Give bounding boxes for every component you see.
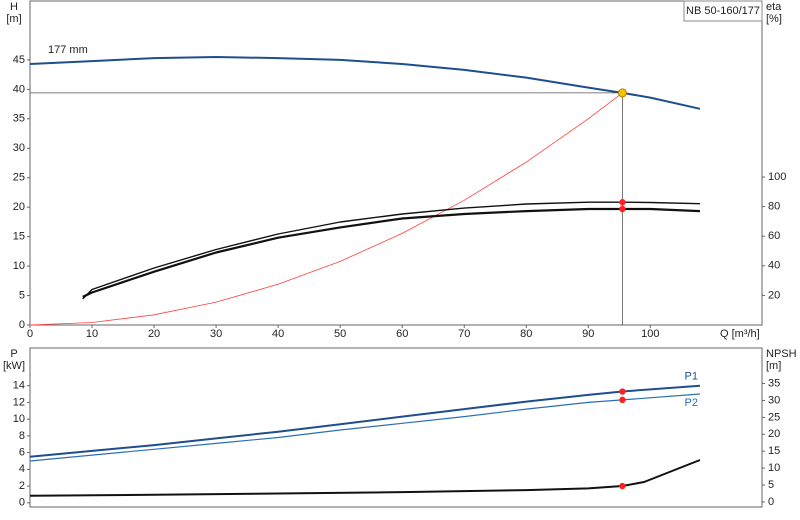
y-tick-label: 12 xyxy=(13,396,25,408)
y2-tick-label: 40 xyxy=(768,260,780,272)
y2-tick-label: 80 xyxy=(768,201,780,213)
y-tick-label: 40 xyxy=(13,83,25,95)
series-line xyxy=(29,384,701,458)
operating-point xyxy=(619,388,626,395)
y2-tick-label: 25 xyxy=(768,411,780,423)
chart-title: NB 50-160/177 xyxy=(686,5,760,17)
y2-tick-label: 20 xyxy=(768,428,780,440)
y-tick-label: 10 xyxy=(13,413,25,425)
x-tick-label: 90 xyxy=(582,328,594,340)
y-axis-label: H xyxy=(10,1,18,13)
plot-frame xyxy=(29,347,763,508)
x-tick-label: 80 xyxy=(520,328,532,340)
y2-axis-label: eta xyxy=(766,1,782,13)
y2-tick-label: 10 xyxy=(768,462,780,474)
y2-tick-label: 15 xyxy=(768,445,780,457)
x-tick-label: 50 xyxy=(334,328,346,340)
x-tick-label: 10 xyxy=(86,328,98,340)
x-tick-label: 60 xyxy=(396,328,408,340)
y-tick-label: 8 xyxy=(19,430,25,442)
y-axis-label: P xyxy=(10,348,17,360)
y-tick-label: 35 xyxy=(13,113,25,125)
y2-tick-label: 100 xyxy=(768,171,786,183)
y2-tick-label: 35 xyxy=(768,377,780,389)
title-box xyxy=(683,0,763,22)
y-tick-label: 15 xyxy=(13,231,25,243)
series-line xyxy=(29,459,701,497)
y-tick-label: 0 xyxy=(19,319,25,331)
y2-tick-label: 0 xyxy=(768,496,774,508)
y-tick-label: 45 xyxy=(13,54,25,66)
x-tick-label: 40 xyxy=(272,328,284,340)
operating-point xyxy=(619,199,626,206)
y2-axis-unit: [m] xyxy=(766,360,781,372)
y-tick-label: 0 xyxy=(19,497,25,509)
series-label: P2 xyxy=(684,397,697,409)
y-tick-label: 30 xyxy=(13,142,25,154)
y-tick-label: 14 xyxy=(13,380,25,392)
y-tick-label: 10 xyxy=(13,260,25,272)
y-tick-label: 20 xyxy=(13,201,25,213)
y2-tick-label: 60 xyxy=(768,230,780,242)
y-axis-unit: [m] xyxy=(6,13,21,25)
x-tick-label: 0 xyxy=(27,328,33,340)
curve-annotation: 177 mm xyxy=(48,44,88,56)
series-label: P1 xyxy=(684,371,697,383)
series-line xyxy=(82,201,701,300)
y2-tick-label: 30 xyxy=(768,394,780,406)
operating-point xyxy=(619,205,626,213)
y-tick-label: 6 xyxy=(19,447,25,459)
x-tick-label: 30 xyxy=(210,328,222,340)
operating-point xyxy=(619,482,626,490)
y-axis-unit: [kW] xyxy=(3,360,25,372)
x-tick-label: 100 xyxy=(641,328,659,340)
series-line xyxy=(29,393,701,462)
x-tick-label: 70 xyxy=(458,328,470,340)
y2-axis-label: NPSH xyxy=(766,348,797,360)
x-axis-label: Q [m³/h] xyxy=(720,328,760,340)
y2-axis-unit: [%] xyxy=(766,13,782,25)
series-line xyxy=(29,92,623,326)
y-tick-label: 5 xyxy=(19,289,25,301)
operating-point xyxy=(619,396,626,404)
operating-point xyxy=(617,88,627,98)
series-line xyxy=(29,56,701,110)
y2-tick-label: 5 xyxy=(768,479,774,491)
y-tick-label: 4 xyxy=(19,463,25,475)
y-tick-label: 25 xyxy=(13,172,25,184)
y2-tick-label: 20 xyxy=(768,289,780,301)
series-line xyxy=(82,207,701,298)
x-tick-label: 20 xyxy=(148,328,160,340)
plot-frame xyxy=(29,0,763,326)
y-tick-label: 2 xyxy=(19,480,25,492)
